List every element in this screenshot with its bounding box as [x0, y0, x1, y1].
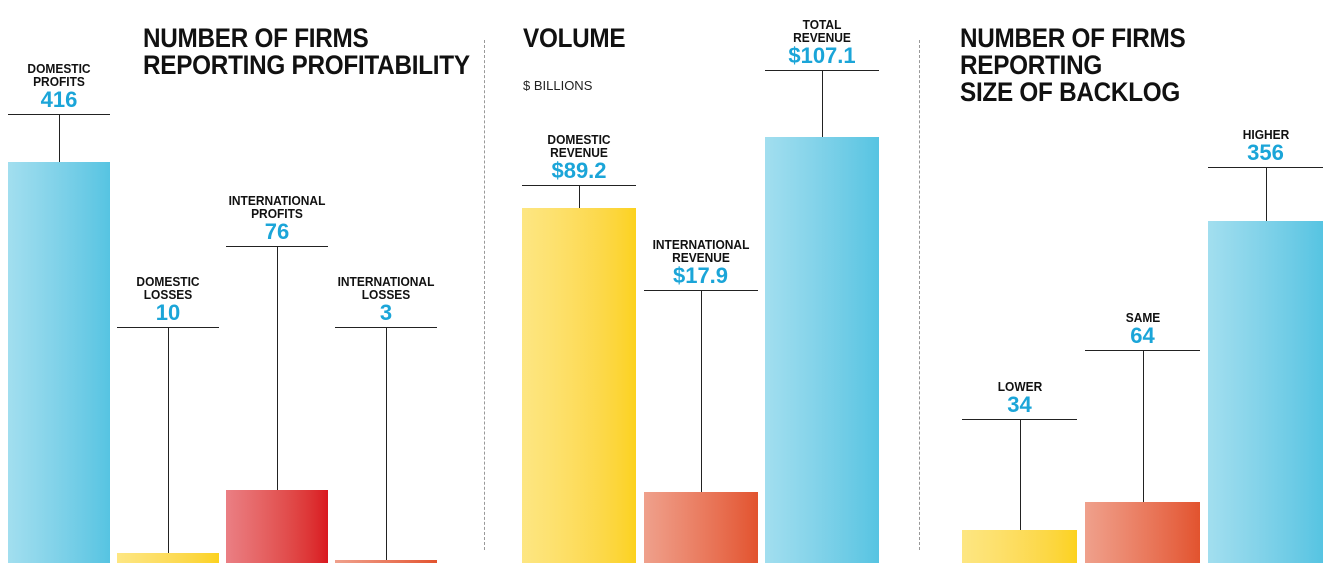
bar: [1085, 501, 1200, 563]
category-label: INTERNATIONAL REVENUE: [652, 237, 749, 265]
leader-line: [700, 290, 702, 492]
bar: [335, 560, 437, 563]
value-label: 416: [40, 87, 78, 112]
bar: [226, 489, 328, 563]
value-label: 3: [379, 300, 393, 325]
leader-line: [1142, 350, 1144, 502]
bar: [522, 208, 636, 563]
bar-label: DOMESTIC REVENUE $89.2: [489, 133, 669, 182]
bar-label: INTERNATIONAL PROFITS 76: [187, 194, 367, 243]
chart-title: VOLUME: [523, 23, 626, 53]
category-label: HIGHER: [1242, 127, 1289, 142]
bar-label: HIGHER 356: [1176, 128, 1326, 164]
bar-label: SAME 64: [1053, 311, 1233, 347]
category-label: DOMESTIC REVENUE: [547, 132, 611, 160]
bar: [1208, 221, 1323, 563]
bar: [643, 491, 758, 563]
category-label: INTERNATIONAL PROFITS: [228, 193, 326, 221]
chart-subtitle: $ BILLIONS: [523, 78, 593, 93]
category-label: SAME: [1125, 310, 1160, 325]
bar-label: INTERNATIONAL REVENUE $17.9: [611, 238, 791, 287]
value-label: 34: [1007, 392, 1032, 417]
leader-line: [1265, 167, 1267, 221]
bar: [765, 137, 879, 563]
category-label: INTERNATIONAL LOSSES: [337, 274, 435, 302]
leader-line: [579, 185, 580, 209]
value-label: 76: [264, 219, 290, 244]
bar: [8, 162, 110, 563]
category-label: DOMESTIC LOSSES: [136, 274, 200, 302]
value-label: 10: [155, 300, 181, 325]
divider: [484, 40, 485, 550]
leader-line: [277, 246, 278, 490]
category-label: TOTAL REVENUE: [793, 17, 851, 45]
bar-label: LOWER 34: [930, 380, 1110, 416]
leader-line: [1019, 419, 1021, 531]
value-label: 64: [1130, 323, 1155, 348]
bar-label: TOTAL REVENUE $107.1: [732, 18, 912, 67]
bar: [962, 530, 1077, 563]
leader-line: [168, 327, 169, 554]
chart-title: NUMBER OF FIRMS REPORTING SIZE OF BACKLO…: [960, 23, 1186, 107]
value-label: $89.2: [551, 158, 607, 183]
category-label: DOMESTIC PROFITS: [27, 61, 91, 89]
value-label: $17.9: [672, 263, 729, 288]
bar: [117, 553, 219, 563]
leader-line: [822, 70, 823, 137]
bar-label: DOMESTIC LOSSES 10: [78, 275, 258, 324]
value-label: $107.1: [788, 43, 856, 68]
leader-line: [59, 114, 60, 162]
chart-title: NUMBER OF FIRMS REPORTING PROFITABILITY: [143, 23, 470, 80]
bar-label: INTERNATIONAL LOSSES 3: [296, 275, 476, 324]
bar-label: DOMESTIC PROFITS 416: [0, 62, 149, 111]
leader-line: [386, 327, 387, 561]
value-label: 356: [1247, 140, 1284, 165]
category-label: LOWER: [997, 379, 1042, 394]
divider: [919, 40, 920, 550]
